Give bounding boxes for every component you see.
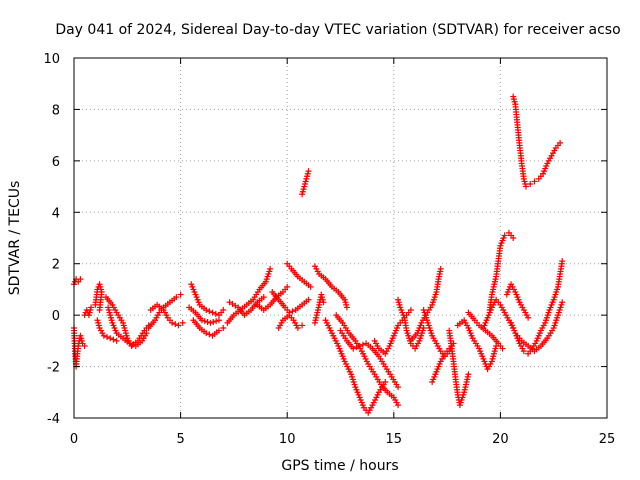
- data-point: [284, 283, 291, 290]
- data-point: [175, 322, 182, 329]
- data-point: [143, 330, 150, 337]
- data-point: [100, 332, 107, 339]
- data-point: [203, 307, 210, 313]
- data-point: [126, 340, 133, 347]
- grid-lines: [74, 58, 607, 418]
- data-point: [107, 335, 114, 342]
- data-point: [294, 325, 301, 331]
- data-point: [220, 325, 227, 331]
- data-point: [407, 307, 414, 313]
- data-point: [465, 371, 472, 378]
- x-axis-title: GPS time / hours: [281, 458, 398, 474]
- data-point: [522, 183, 529, 190]
- y-tick-label: 8: [52, 103, 60, 118]
- data-point: [81, 343, 88, 349]
- data-point: [520, 348, 527, 355]
- data-point: [395, 402, 402, 409]
- x-tick-label: 5: [176, 432, 184, 447]
- data-point: [206, 308, 213, 315]
- data-point: [210, 319, 217, 325]
- y-tick-label: 10: [43, 52, 60, 67]
- data-point: [320, 299, 327, 306]
- data-point: [525, 314, 532, 321]
- data-point: [110, 336, 117, 343]
- data-point: [359, 341, 366, 348]
- data-point: [437, 265, 444, 272]
- data-point: [179, 319, 186, 326]
- chart-title: Day 041 of 2024, Sidereal Day-to-day VTE…: [55, 22, 620, 38]
- data-point: [395, 384, 402, 391]
- data-point: [212, 310, 219, 317]
- y-axis-title: SDTVAR / TECUs: [7, 181, 23, 296]
- data-point: [289, 308, 296, 315]
- y-tick-label: 0: [52, 309, 60, 324]
- y-tick-label: 6: [52, 155, 60, 170]
- data-point: [77, 276, 84, 283]
- x-tick-label: 10: [279, 432, 296, 447]
- y-tick-label: 4: [52, 206, 60, 221]
- data-point: [206, 331, 213, 338]
- y-tick-label: -4: [47, 412, 60, 427]
- data-point: [173, 294, 180, 301]
- data-point: [305, 296, 312, 303]
- plot-frame: [73, 57, 608, 419]
- data-point: [198, 317, 205, 324]
- data-point: [129, 341, 136, 348]
- data-point: [88, 304, 95, 311]
- data-point: [201, 318, 208, 325]
- data-point: [220, 307, 227, 313]
- data-point: [96, 307, 103, 313]
- x-tick-label: 0: [70, 432, 78, 447]
- data-point: [209, 309, 216, 316]
- data-point: [557, 139, 564, 146]
- data-points: [71, 93, 566, 416]
- data-point: [260, 294, 267, 301]
- data-point: [299, 322, 306, 329]
- data-point: [499, 345, 506, 352]
- axis-ticks: 0 5 10 15 20 25 -4 -2 0 2 4 6 8 10: [43, 52, 615, 447]
- data-point: [172, 321, 179, 328]
- data-point: [531, 178, 538, 185]
- data-point: [177, 291, 184, 298]
- data-point: [113, 337, 120, 344]
- x-tick-label: 15: [386, 432, 403, 447]
- data-point: [215, 317, 222, 324]
- data-point: [356, 343, 363, 349]
- data-point: [267, 265, 274, 272]
- x-tick-label: 25: [599, 432, 616, 447]
- data-point: [307, 283, 314, 290]
- data-point: [527, 181, 534, 187]
- data-point: [169, 319, 176, 326]
- data-point: [215, 327, 222, 334]
- data-point: [510, 235, 517, 241]
- x-tick-label: 20: [492, 432, 509, 447]
- data-point: [207, 319, 214, 326]
- data-point: [559, 299, 566, 306]
- data-point: [104, 334, 111, 340]
- data-point: [382, 379, 389, 385]
- data-point: [350, 345, 357, 352]
- data-point: [501, 232, 508, 239]
- data-point: [559, 258, 566, 265]
- data-point: [343, 304, 350, 311]
- data-point: [305, 168, 312, 175]
- data-point: [213, 318, 220, 325]
- data-point: [203, 330, 210, 337]
- data-point: [353, 344, 360, 351]
- y-tick-label: 2: [52, 258, 60, 273]
- y-tick-label: -2: [47, 361, 60, 376]
- data-point: [204, 319, 211, 325]
